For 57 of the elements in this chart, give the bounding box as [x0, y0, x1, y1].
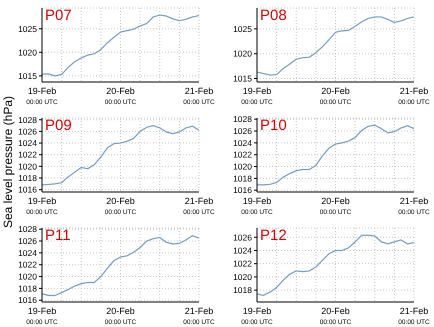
y-tick-label: 1026 [18, 236, 38, 246]
y-tick-label: 1020 [233, 162, 252, 172]
x-tick-label: 19-Feb 00:00 UTC [241, 196, 274, 216]
x-tick-label: 20-Feb 00:00 UTC [320, 196, 352, 216]
y-tick-label: 1022 [233, 150, 252, 160]
x-tick-label: 19-Feb 00:00 UTC [26, 196, 58, 216]
y-tick-label: 1015 [18, 70, 38, 81]
x-tick-label: 20-Feb 00:00 UTC [104, 196, 137, 216]
x-tick-label: 21-Feb 00:00 UTC [183, 196, 216, 216]
x-tick-label: 21-Feb 00:00 UTC [398, 196, 430, 216]
y-tick-label: 1015 [233, 74, 252, 84]
x-tick-label: 21-Feb 00:00 UTC [398, 306, 430, 326]
y-tick-label: 1024 [233, 245, 252, 256]
y-axis-title: Sea level pressure (hPa) [1, 96, 15, 228]
x-tick-label: 21-Feb 00:00 UTC [398, 86, 430, 106]
y-tick-label: 1020 [18, 272, 38, 282]
x-tick-label: 20-Feb 00:00 UTC [320, 306, 352, 326]
y-tick-label: 1026 [233, 232, 252, 242]
y-tick-label: 1024 [18, 248, 38, 258]
y-tick-label: 1025 [233, 24, 252, 34]
y-tick-label: 1022 [18, 150, 38, 160]
chart-title: P10 [260, 117, 287, 134]
x-tick-label: 20-Feb 00:00 UTC [104, 306, 137, 326]
y-tick-label: 1018 [233, 173, 252, 184]
y-tick-label: 1028 [18, 114, 38, 125]
y-tick-label: 1020 [18, 161, 38, 172]
y-tick-label: 1020 [233, 48, 252, 59]
y-tick-label: 1020 [233, 272, 252, 282]
x-tick-label: 20-Feb 00:00 UTC [320, 86, 352, 106]
y-tick-label: 1016 [18, 295, 38, 306]
y-tick-label: 1024 [18, 138, 38, 148]
y-tick-label: 1016 [233, 185, 252, 196]
y-tick-label: 1028 [233, 114, 252, 124]
chart-title: P12 [260, 227, 287, 244]
chart-title: P11 [45, 227, 71, 244]
y-tick-label: 1025 [18, 24, 38, 34]
y-tick-label: 1022 [233, 258, 252, 269]
chart-title: P08 [260, 7, 287, 24]
y-tick-label: 1026 [233, 126, 252, 136]
y-tick-label: 1018 [233, 285, 252, 296]
x-tick-label: 21-Feb 00:00 UTC [183, 86, 216, 106]
y-tick-label: 1020 [18, 47, 38, 58]
y-tick-label: 1026 [18, 126, 38, 136]
x-tick-label: 19-Feb 00:00 UTC [26, 86, 58, 106]
y-tick-label: 1022 [18, 260, 38, 270]
chart-title: P09 [45, 117, 72, 134]
x-tick-label: 19-Feb 00:00 UTC [241, 306, 274, 326]
y-tick-label: 1024 [233, 138, 252, 148]
chart-title: P07 [45, 7, 72, 24]
y-tick-label: 1016 [18, 184, 38, 195]
y-tick-label: 1018 [18, 283, 38, 294]
x-tick-label: 19-Feb 00:00 UTC [241, 86, 274, 106]
y-tick-label: 1028 [18, 224, 38, 234]
y-tick-label: 1018 [18, 173, 38, 184]
x-tick-label: 20-Feb 00:00 UTC [104, 86, 137, 106]
x-tick-label: 21-Feb 00:00 UTC [183, 306, 216, 326]
x-tick-label: 19-Feb 00:00 UTC [26, 306, 58, 326]
